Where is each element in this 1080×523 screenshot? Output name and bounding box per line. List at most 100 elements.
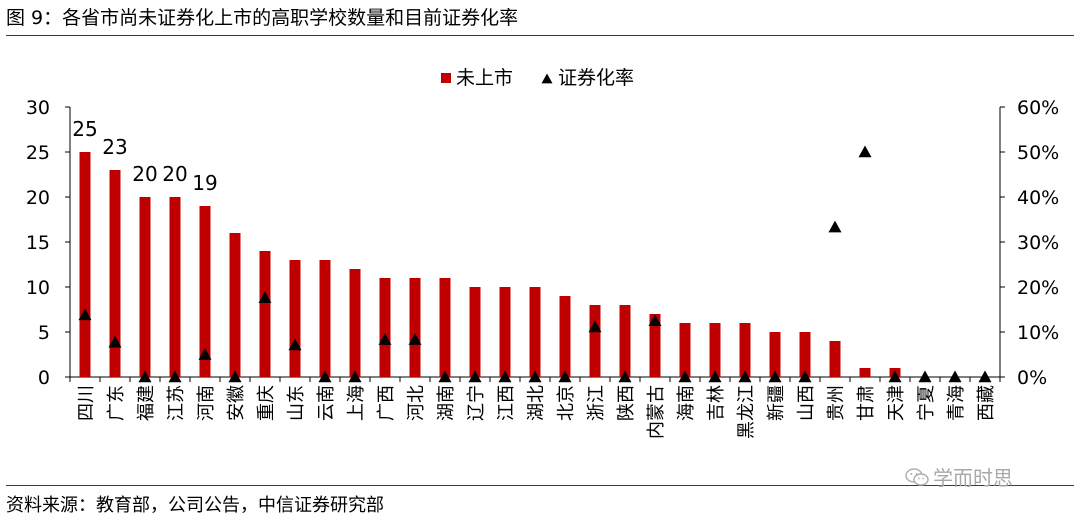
- legend-bar-swatch: [441, 73, 451, 83]
- x-tick-label: 安徽: [226, 385, 247, 421]
- x-tick-label: 贵州: [826, 385, 847, 421]
- rate-marker: [648, 314, 662, 326]
- left-tick-label: 10: [26, 277, 50, 299]
- right-tick-label: 50%: [1017, 142, 1059, 164]
- x-tick-label: 湖北: [526, 385, 547, 421]
- x-tick-label: 北京: [556, 385, 577, 421]
- wechat-icon: [905, 467, 929, 486]
- rate-marker: [228, 370, 242, 383]
- rate-marker: [258, 291, 272, 303]
- x-tick-label: 浙江: [586, 385, 607, 421]
- x-tick-label: 上海: [346, 385, 367, 421]
- left-tick-label: 20: [26, 187, 50, 209]
- left-tick-label: 5: [38, 322, 50, 344]
- x-tick-label: 西藏: [976, 385, 997, 421]
- x-tick-label: 江苏: [166, 385, 187, 421]
- bar-data-label: 20: [162, 162, 187, 186]
- bar: [169, 197, 181, 377]
- rate-marker: [318, 370, 332, 383]
- bar: [289, 260, 301, 377]
- x-tick-label: 甘肃: [856, 385, 877, 421]
- x-tick-label: 福建: [136, 385, 157, 421]
- rate-marker: [948, 370, 962, 383]
- bar: [409, 278, 421, 377]
- rate-marker: [918, 370, 932, 383]
- figure-title: 图 9：各省市尚未证券化上市的高职学校数量和目前证券化率: [6, 7, 519, 29]
- x-tick-label: 山东: [286, 385, 307, 421]
- x-tick-label: 重庆: [256, 385, 277, 421]
- bar: [349, 269, 361, 377]
- rate-marker: [498, 370, 512, 383]
- right-tick-label: 0%: [1017, 367, 1047, 389]
- x-tick-label: 内蒙古: [646, 385, 667, 439]
- x-tick-label: 山西: [796, 385, 817, 421]
- bar-data-label: 19: [192, 171, 217, 195]
- bar: [649, 314, 661, 377]
- legend-label-rate: 证券化率: [558, 67, 634, 89]
- bar: [469, 287, 481, 377]
- x-tick-label: 江西: [496, 385, 517, 421]
- x-tick-label: 云南: [316, 385, 337, 421]
- x-tick-label: 黑龙江: [736, 385, 757, 439]
- rate-marker: [108, 335, 122, 348]
- bar: [559, 296, 571, 377]
- rate-marker: [828, 220, 842, 233]
- bar: [619, 305, 631, 377]
- bar-data-label: 23: [102, 135, 127, 159]
- rate-marker: [798, 370, 812, 383]
- bar: [79, 152, 91, 377]
- top-rule: [6, 35, 1074, 36]
- x-tick-label: 辽宁: [466, 385, 487, 421]
- rate-marker: [528, 370, 542, 383]
- x-tick-label: 天津: [886, 385, 907, 421]
- bar: [319, 260, 331, 377]
- rate-marker: [888, 370, 902, 383]
- rate-marker: [378, 333, 392, 345]
- bar: [769, 332, 781, 377]
- x-tick-label: 广东: [106, 385, 127, 421]
- legend-label-bars: 未上市: [456, 67, 513, 89]
- bar: [229, 233, 241, 377]
- watermark: 学而时思: [905, 462, 1013, 491]
- rate-marker: [618, 370, 632, 383]
- rate-marker: [588, 320, 602, 333]
- bar: [139, 197, 151, 377]
- left-tick-label: 0: [38, 367, 50, 389]
- x-tick-label: 广西: [376, 385, 397, 421]
- bar: [739, 323, 751, 377]
- rate-marker: [558, 370, 572, 383]
- bar: [499, 287, 511, 377]
- bar: [199, 206, 211, 377]
- x-tick-label: 吉林: [706, 385, 727, 421]
- x-tick-label: 新疆: [766, 385, 787, 421]
- watermark-text: 学而时思: [933, 466, 1013, 490]
- x-tick-label: 海南: [676, 385, 697, 421]
- bar: [379, 278, 391, 377]
- bar: [679, 323, 691, 377]
- rate-marker: [288, 338, 302, 351]
- bar-data-label: 20: [132, 162, 157, 186]
- rate-marker: [198, 348, 212, 360]
- x-tick-label: 青海: [946, 385, 967, 421]
- legend-triangle-swatch: [541, 73, 553, 84]
- bar: [799, 332, 811, 377]
- rate-marker: [78, 308, 92, 321]
- rate-marker: [168, 370, 182, 383]
- bar: [859, 368, 871, 377]
- bar: [529, 287, 541, 377]
- rate-marker: [708, 370, 722, 383]
- bar: [709, 323, 721, 377]
- combo-chart: 0 5 10 15 20 25 30 0% 10% 20% 30% 40% 50% 60% 四川 广东 福建 江苏…: [26, 67, 1059, 439]
- rate-marker: [978, 370, 992, 383]
- rate-marker: [348, 370, 362, 383]
- right-tick-label: 60%: [1017, 97, 1059, 119]
- x-tick-label: 四川: [76, 385, 97, 421]
- right-tick-label: 10%: [1017, 322, 1059, 344]
- bar: [589, 305, 601, 377]
- x-tick-label: 陕西: [616, 385, 637, 421]
- x-tick-label: 河北: [406, 385, 427, 421]
- left-tick-label: 15: [26, 232, 50, 254]
- right-tick-label: 40%: [1017, 187, 1059, 209]
- rate-marker: [468, 370, 482, 383]
- bar: [259, 251, 271, 377]
